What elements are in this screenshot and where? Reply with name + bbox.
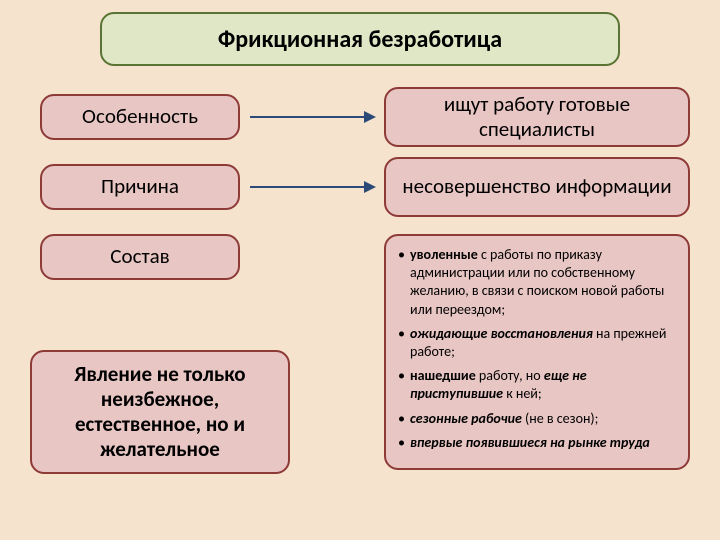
- left-label: Особенность: [82, 104, 198, 129]
- right-box-feature: ищут работу готовые специалисты: [384, 87, 690, 147]
- conclusion-text: Явление не только неизбежное, естественн…: [42, 362, 278, 463]
- list-item: сезонные рабочие (не в сезон);: [398, 410, 676, 428]
- list-item: впервые появившиеся на рынке труда: [398, 434, 676, 452]
- left-box-composition: Состав: [40, 234, 240, 280]
- list-item: уволенные с работы по приказу администра…: [398, 246, 676, 319]
- right-text: ищут работу готовые специалисты: [396, 92, 678, 142]
- list-item: ожидающие восстановления на прежней рабо…: [398, 325, 676, 361]
- left-label: Состав: [110, 244, 169, 269]
- composition-list-box: уволенные с работы по приказу администра…: [384, 234, 690, 470]
- right-text: несовершенство информации: [402, 174, 671, 199]
- left-box-feature: Особенность: [40, 94, 240, 140]
- right-box-cause: несовершенство информации: [384, 157, 690, 217]
- title-box: Фрикционная безработица: [100, 12, 620, 66]
- left-box-cause: Причина: [40, 164, 240, 210]
- list-item: нашедшие работу, но еще не приступившие …: [398, 367, 676, 403]
- composition-list: уволенные с работы по приказу администра…: [398, 246, 676, 452]
- left-label: Причина: [101, 174, 179, 199]
- arrow-icon: [250, 186, 374, 188]
- title-text: Фрикционная безработица: [218, 25, 502, 54]
- conclusion-box: Явление не только неизбежное, естественн…: [30, 350, 290, 474]
- arrow-icon: [250, 116, 374, 118]
